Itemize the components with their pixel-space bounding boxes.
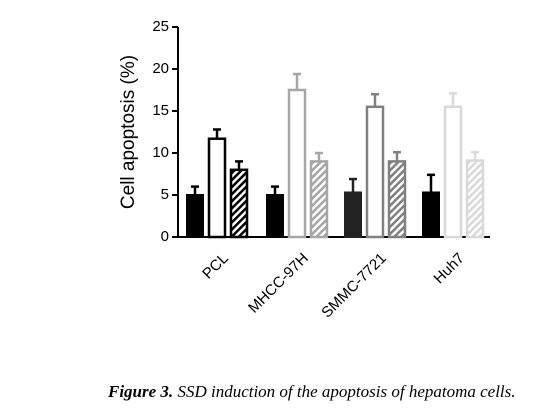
x-tick-label: MHCC-97H — [245, 250, 312, 317]
bar — [344, 191, 362, 238]
x-tick-label: PCL — [199, 250, 232, 283]
x-tick-label: Huh7 — [430, 250, 467, 287]
y-axis-label: Cell apoptosis (%) — [118, 55, 139, 209]
y-tick-label: 0 — [161, 228, 169, 245]
y-tick-label: 10 — [152, 144, 169, 161]
bar — [287, 88, 307, 239]
y-tick-label: 25 — [152, 18, 169, 35]
bar — [422, 191, 440, 238]
bar — [387, 160, 407, 239]
bar — [266, 194, 284, 238]
bar — [229, 168, 249, 239]
bar — [365, 105, 385, 239]
x-tick-label: SMMC-7721 — [318, 250, 390, 322]
bar — [443, 105, 463, 239]
bar — [465, 159, 485, 239]
y-tick-label: 5 — [161, 186, 169, 203]
bar — [186, 194, 204, 238]
caption-text: SSD induction of the apoptosis of hepato… — [177, 382, 515, 401]
caption-label: Figure 3. — [107, 382, 173, 401]
bar — [207, 137, 227, 239]
y-tick-label: 20 — [152, 60, 169, 77]
bar — [309, 160, 329, 239]
y-tick-label: 15 — [152, 102, 169, 119]
caption: Figure 3. SSD induction of the apoptosis… — [107, 382, 516, 401]
